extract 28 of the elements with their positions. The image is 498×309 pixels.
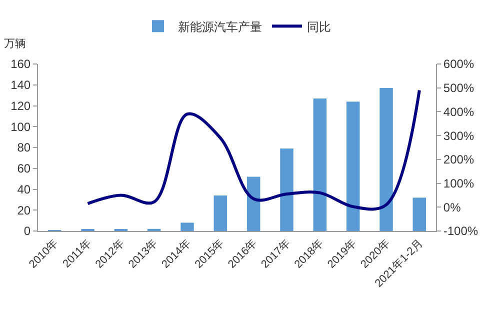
y2-tick-label: 0% [443,200,462,214]
y-tick-label: 100 [10,120,31,134]
y2-tick-label: 200% [443,152,474,167]
bar [214,196,228,231]
y-tick-label: 80 [17,140,31,155]
y-tick-label: 40 [17,182,31,196]
legend-label: 新能源汽车产量 [178,20,262,34]
y2-tick-label: 100% [443,176,474,190]
y2-tick-label: 400% [443,104,474,119]
y2-tick-label: 300% [443,128,474,143]
y-tick-label: 120 [10,98,31,113]
y-tick-label: 160 [10,57,31,72]
bar [280,148,294,231]
bar [180,222,194,231]
y-axis-title: 万辆 [4,38,26,50]
y2-tick-label: 500% [443,81,474,96]
y-tick-label: 60 [17,162,31,176]
y-tick-label: 20 [17,203,31,218]
bar [380,88,393,231]
bar [313,98,327,231]
bar [346,102,360,231]
bar [412,198,426,231]
legend-label: 同比 [307,20,331,34]
y2-tick-label: -100% [443,224,478,238]
y-tick-label: 0 [24,224,31,238]
bar [246,176,260,231]
y2-tick-label: 600% [443,57,474,72]
y-tick-label: 140 [10,78,31,92]
